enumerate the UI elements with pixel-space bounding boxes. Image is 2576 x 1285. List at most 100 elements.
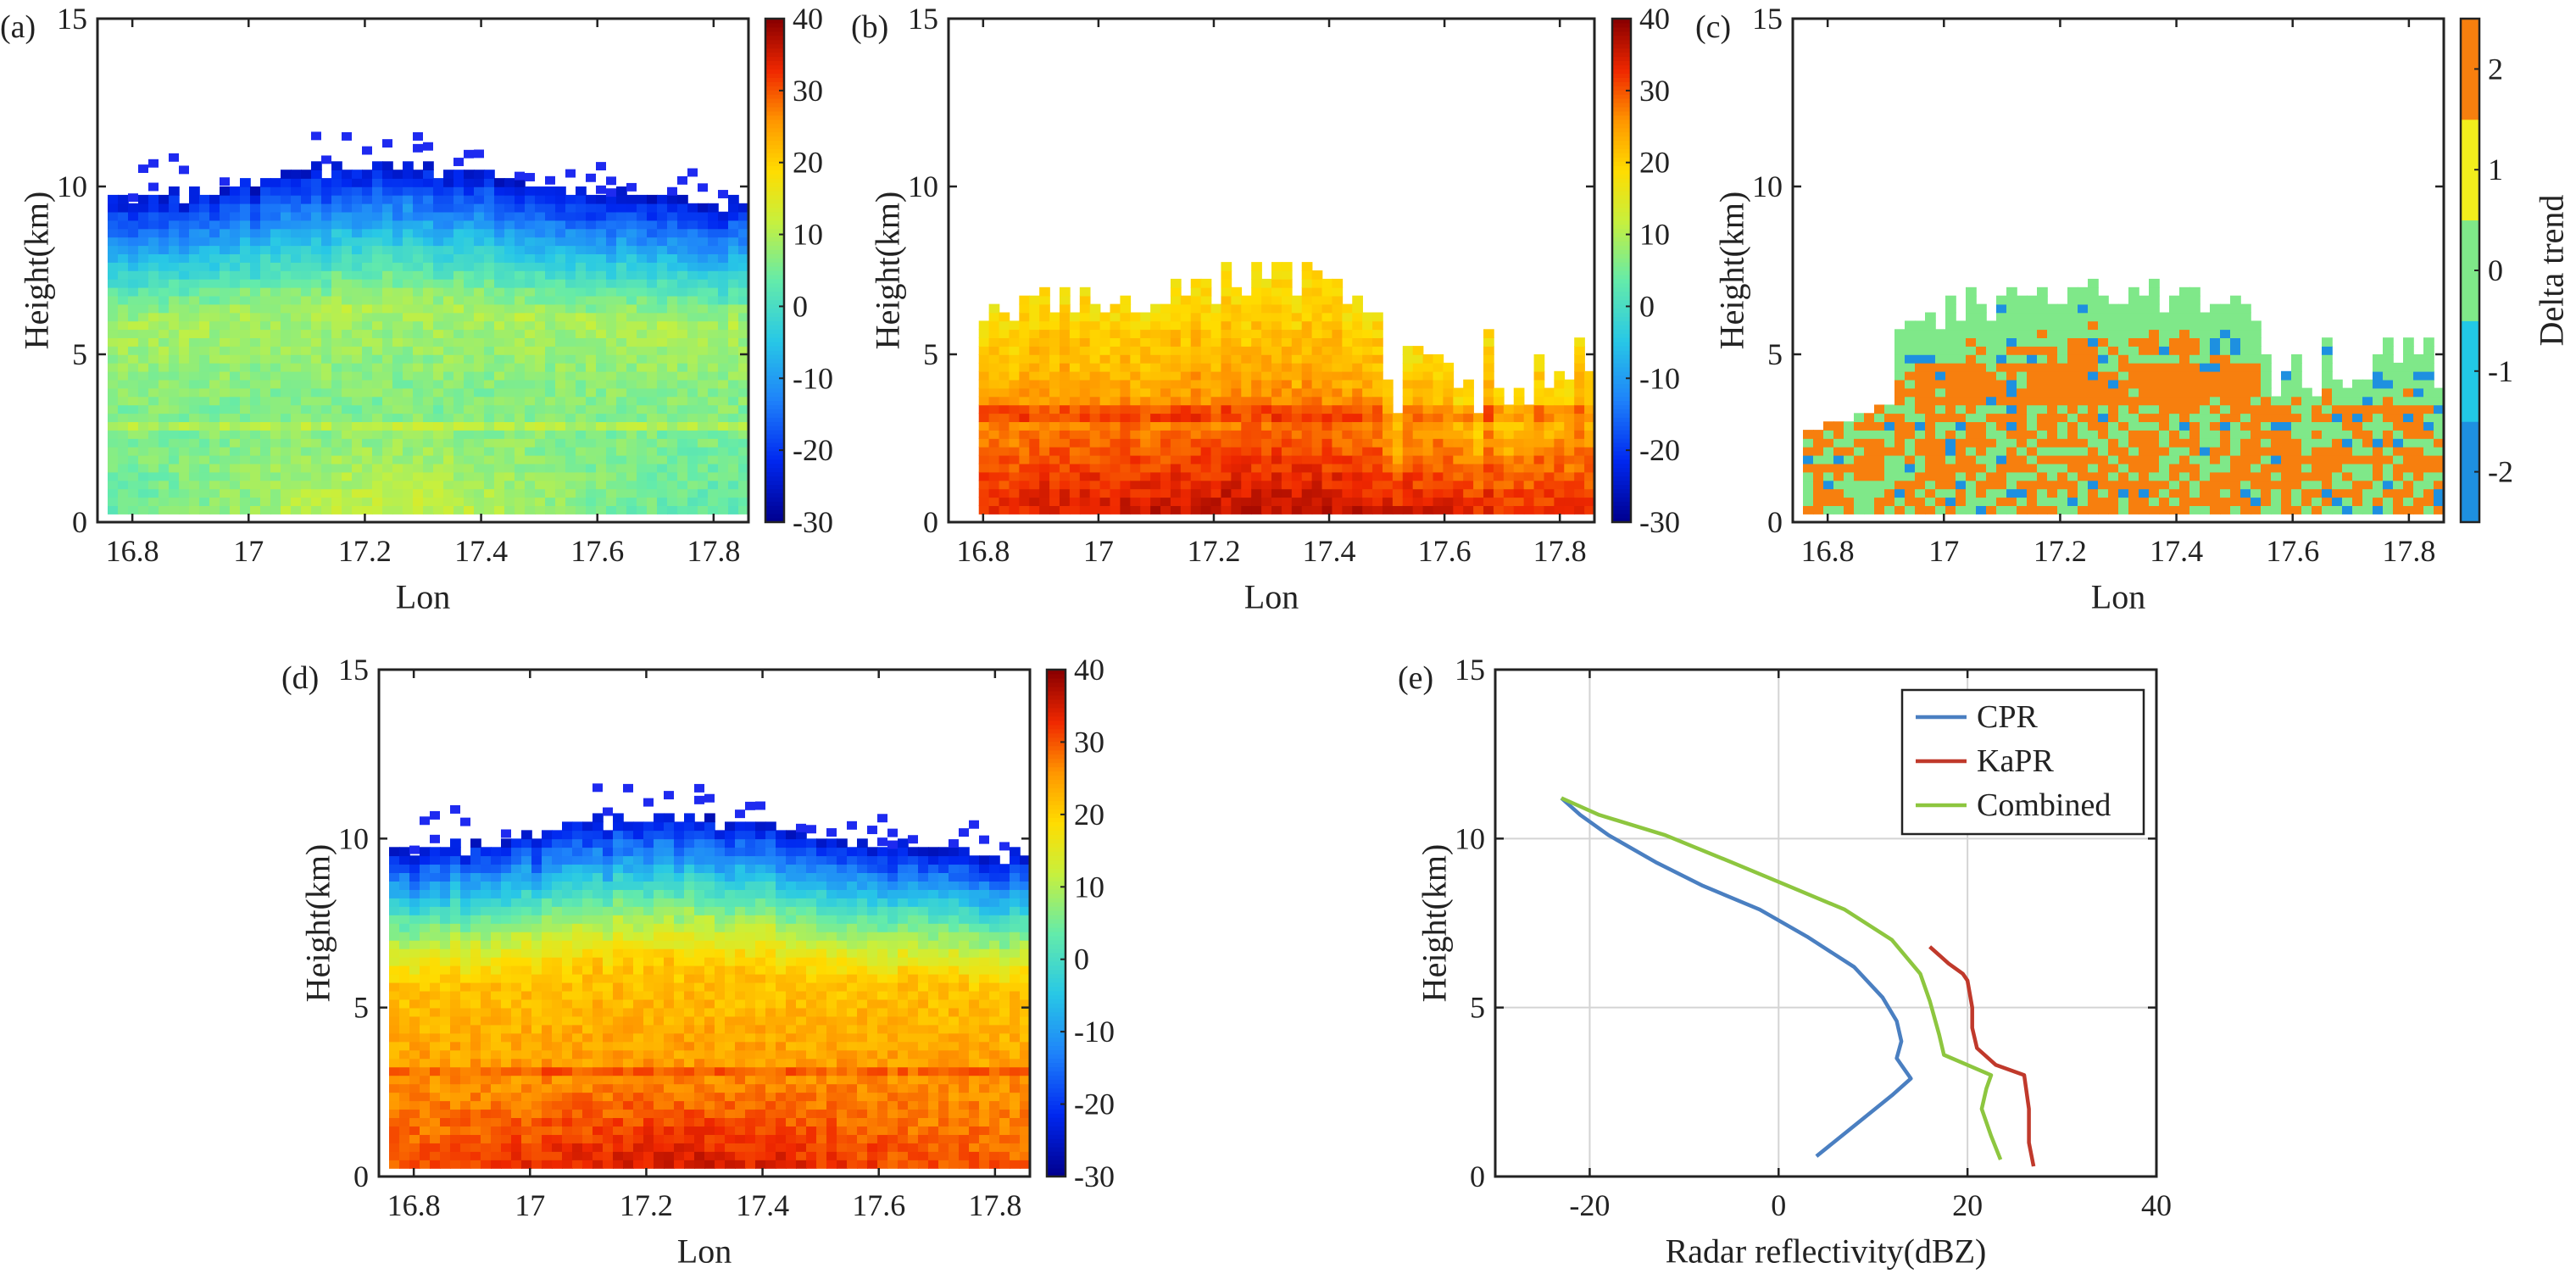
heatmap-cell <box>1009 329 1021 338</box>
heatmap-cell <box>1915 497 1926 506</box>
heatmap-cell <box>372 430 383 439</box>
heatmap-cell <box>1009 404 1021 414</box>
heatmap-cell <box>464 278 475 288</box>
heatmap-cell <box>1402 430 1414 439</box>
heatmap-cell <box>1140 312 1151 322</box>
heatmap-cell <box>1905 413 1916 422</box>
heatmap-cell <box>555 211 566 221</box>
heatmap-cell <box>474 446 485 456</box>
heatmap-cell <box>220 278 231 288</box>
heatmap-cell <box>1261 446 1272 456</box>
heatmap-cell <box>606 188 616 197</box>
heatmap-cell <box>576 471 587 481</box>
heatmap-cell <box>1291 430 1303 439</box>
heatmap-cell <box>708 253 719 263</box>
heatmap-cell <box>2067 413 2078 422</box>
colorbar-tick-label: -20 <box>1639 433 1680 467</box>
heatmap-cell <box>301 295 312 305</box>
heatmap-cell <box>999 421 1010 431</box>
colorbar-segment <box>765 245 784 250</box>
heatmap-cell <box>1996 320 2007 331</box>
heatmap-cell <box>240 404 251 414</box>
heatmap-cell <box>281 379 292 389</box>
heatmap-cell <box>2088 337 2099 347</box>
heatmap-cell <box>1261 421 1272 431</box>
heatmap-cell <box>260 446 271 456</box>
heatmap-cell <box>148 286 159 297</box>
heatmap-cell <box>1422 354 1434 364</box>
heatmap-cell <box>545 454 556 464</box>
heatmap-cell <box>1089 454 1101 464</box>
heatmap-cell <box>728 362 739 372</box>
heatmap-cell <box>311 446 322 456</box>
heatmap-cell <box>1160 438 1171 448</box>
heatmap-cell <box>331 404 342 414</box>
heatmap-cell <box>576 286 587 297</box>
heatmap-cell <box>352 186 363 196</box>
heatmap-cell <box>474 149 484 159</box>
heatmap-cell <box>1996 387 2007 398</box>
heatmap-cell <box>220 220 231 230</box>
heatmap-cell <box>179 421 190 431</box>
heatmap-cell <box>342 220 353 230</box>
heatmap-cell <box>494 236 505 247</box>
heatmap-cell <box>978 438 990 448</box>
heatmap-cell <box>443 488 454 498</box>
heatmap-cell <box>1342 362 1354 372</box>
heatmap-cell <box>464 211 475 221</box>
heatmap-cell <box>1120 387 1132 398</box>
heatmap-cell <box>1523 497 1535 506</box>
heatmap-cell <box>138 262 149 271</box>
heatmap-cell <box>220 438 231 448</box>
heatmap-cell <box>999 320 1010 331</box>
heatmap-cell <box>1069 362 1081 372</box>
heatmap-cell <box>606 370 617 381</box>
heatmap-cell <box>260 396 271 406</box>
heatmap-cell <box>453 379 465 389</box>
heatmap-cell <box>301 354 312 364</box>
y-tick-label: 0 <box>72 505 87 539</box>
heatmap-cell <box>698 354 709 364</box>
heatmap-cell <box>433 186 444 196</box>
heatmap-cell <box>2088 295 2099 305</box>
heatmap-cell <box>1301 270 1313 280</box>
heatmap-cell <box>1110 362 1121 372</box>
heatmap-cell <box>413 454 424 464</box>
heatmap-cell <box>2098 320 2109 331</box>
heatmap-cell <box>1996 430 2007 439</box>
heatmap-cell <box>1200 471 1212 481</box>
heatmap-cell <box>1261 396 1272 406</box>
heatmap-cell <box>2057 337 2068 347</box>
heatmap-cell <box>586 463 597 473</box>
heatmap-cell <box>1894 438 1906 448</box>
heatmap-cell <box>1564 480 1575 490</box>
heatmap-cell <box>1422 438 1434 448</box>
heatmap-cell <box>606 505 617 515</box>
heatmap-cell <box>484 421 495 431</box>
heatmap-cell <box>1049 320 1060 331</box>
heatmap-cell <box>494 488 505 498</box>
x-axis-label: Lon <box>1244 578 1299 616</box>
heatmap-cell <box>1009 387 1021 398</box>
colorbar-segment <box>765 253 784 259</box>
heatmap-cell <box>626 270 637 280</box>
heatmap-cell <box>738 421 749 431</box>
heatmap-cell <box>1251 471 1262 481</box>
heatmap-cell <box>545 370 556 381</box>
heatmap-cell <box>677 253 688 263</box>
heatmap-cell <box>1099 480 1111 490</box>
heatmap-cell <box>1200 413 1212 422</box>
heatmap-cell <box>626 286 637 297</box>
colorbar-segment <box>765 81 784 86</box>
heatmap-cell <box>2027 446 2038 456</box>
heatmap-cell <box>321 471 332 481</box>
heatmap-cell <box>2098 430 2109 439</box>
heatmap-cell <box>342 131 352 141</box>
heatmap-cell <box>179 329 190 338</box>
heatmap-cell <box>1019 497 1031 506</box>
heatmap-cell <box>382 203 393 213</box>
heatmap-cell <box>1200 438 1212 448</box>
heatmap-cell <box>1231 329 1243 338</box>
heatmap-cell <box>718 488 729 498</box>
heatmap-cell <box>2057 362 2068 372</box>
